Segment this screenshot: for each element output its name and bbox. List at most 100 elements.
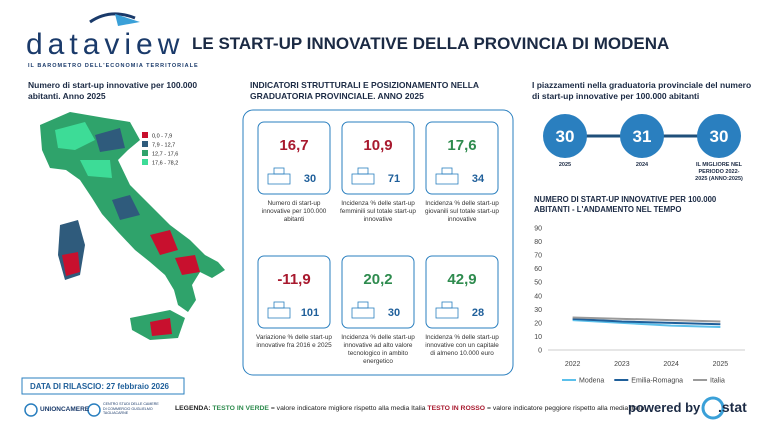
card-icon — [441, 301, 453, 309]
card-icon — [273, 301, 285, 309]
map-title: Numero di start-up innovative per 100.00… — [28, 80, 198, 101]
card — [425, 121, 499, 195]
y-tick-label: 80 — [534, 239, 542, 246]
legend-red: TESTO IN ROSSO — [427, 405, 486, 412]
legend-label: 7,9 - 12,7 — [152, 143, 175, 149]
ranking-title: I piazzamenti nella graduatoria provinci… — [532, 80, 752, 101]
card-description: Variazione % delle start-up innovative f… — [256, 334, 332, 349]
card — [257, 121, 331, 195]
series-line — [572, 319, 721, 328]
series-line — [572, 316, 721, 323]
series-line — [572, 317, 721, 326]
card-description: Incidenza % delle start-up innovative co… — [425, 334, 499, 357]
legend-green-text: = valore indicatore migliore rispetto al… — [270, 405, 426, 412]
region — [55, 122, 95, 150]
card-icon — [273, 167, 285, 175]
x-tick-label: 2024 — [663, 361, 679, 368]
card-value: 16,7 — [279, 137, 308, 154]
region — [62, 252, 80, 276]
card-description: Incidenza % delle start-up giovanili sul… — [425, 200, 499, 223]
legend-red-text: = valore indicatore peggiore rispetto al… — [486, 405, 645, 412]
card-value: 17,6 — [447, 137, 476, 154]
indicators-title: INDICATORI STRUTTURALI E POSIZIONAMENTO … — [250, 80, 479, 101]
region — [150, 230, 178, 255]
card-description: Numero di start-up innovative per 100.00… — [261, 200, 327, 223]
legend-green: TESTO IN VERDE — [212, 405, 269, 412]
legend-label: 0,0 - 7,9 — [152, 134, 172, 140]
italy-map — [40, 112, 225, 340]
org: UNIONCAMERE — [40, 406, 90, 413]
legend-swatch — [142, 159, 148, 165]
rank-label: 2025 — [558, 162, 572, 168]
card-icon — [357, 301, 369, 309]
chart-title: NUMERO DI START-UP INNOVATIVE PER 100.00… — [534, 195, 717, 214]
y-tick-label: 70 — [534, 253, 542, 260]
footer-legend: LEGENDA: TESTO IN VERDE = valore indicat… — [175, 405, 644, 412]
org: CENTRO STUDI DELLE CAMERE DI COMMERCIO G… — [103, 402, 159, 415]
logo-swoosh — [89, 12, 136, 24]
card-rank: 101 — [301, 307, 319, 319]
y-tick-label: 60 — [534, 266, 542, 273]
y-tick-label: 40 — [534, 293, 542, 300]
card-rank: 28 — [472, 307, 484, 319]
card-rank: 71 — [388, 173, 400, 185]
card-description: Incidenza % delle start-up femminili sul… — [339, 200, 416, 223]
legend-label: Italia — [710, 378, 725, 385]
legend-label: Modena — [579, 378, 604, 385]
card — [341, 255, 415, 329]
tagliacarne-logo — [87, 403, 101, 417]
region — [112, 195, 140, 220]
y-tick-label: 0 — [538, 348, 542, 355]
card-value: -11,9 — [277, 271, 310, 288]
card-description: Incidenza % delle start-up innovative ad… — [341, 334, 415, 365]
powered-by: powered by — [628, 400, 701, 415]
region — [95, 128, 125, 152]
card — [341, 121, 415, 195]
region — [80, 160, 112, 178]
card-icon — [441, 167, 453, 175]
rank-circle — [543, 114, 587, 158]
legend-label: Emilia-Romagna — [631, 378, 683, 385]
x-tick-label: 2025 — [713, 361, 729, 368]
y-tick-label: 20 — [534, 320, 542, 327]
legend-label: 12,7 - 17,6 — [152, 152, 178, 158]
card-value: 42,9 — [447, 271, 476, 288]
card-rank: 34 — [472, 173, 485, 185]
page-title: LE START-UP INNOVATIVE DELLA PROVINCIA D… — [192, 34, 670, 53]
logo: dataview — [26, 28, 185, 61]
rank-label: IL MIGLIORE NEL PERIODO 2022-2025 (ANNO:… — [695, 162, 743, 182]
logo-mark — [115, 14, 140, 26]
rank-circle — [620, 114, 664, 158]
unioncamere-logo — [24, 403, 38, 417]
y-tick-label: 10 — [534, 334, 542, 341]
card-rank: 30 — [388, 307, 400, 319]
legend-label: 17,6 - 78,2 — [152, 161, 178, 167]
card — [425, 255, 499, 329]
rank-value: 30 — [556, 127, 575, 146]
card-rank: 30 — [304, 173, 316, 185]
rank-label: 2024 — [635, 162, 649, 168]
stat-logo — [701, 396, 725, 420]
x-tick-label: 2022 — [565, 361, 581, 368]
rank-value: 31 — [633, 127, 652, 146]
card-value: 20,2 — [363, 271, 392, 288]
y-tick-label: 90 — [534, 226, 542, 233]
card-value: 10,9 — [363, 137, 392, 154]
card-icon — [357, 167, 369, 175]
release-box — [21, 377, 185, 395]
x-tick-label: 2023 — [614, 361, 630, 368]
brand: .stat — [718, 399, 747, 415]
legend-swatch — [142, 132, 148, 138]
legend-lead: LEGENDA: — [175, 405, 211, 412]
card — [257, 255, 331, 329]
y-tick-label: 30 — [534, 307, 542, 314]
rank-value: 30 — [710, 127, 729, 146]
indicators-frame — [242, 109, 514, 376]
release-date: DATA DI RILASCIO: 27 febbraio 2026 — [30, 382, 169, 391]
rank-circle — [697, 114, 741, 158]
legend-swatch — [142, 141, 148, 147]
region — [175, 255, 200, 275]
tagline: IL BAROMETRO DELL'ECONOMIA TERRITORIALE — [28, 63, 199, 69]
